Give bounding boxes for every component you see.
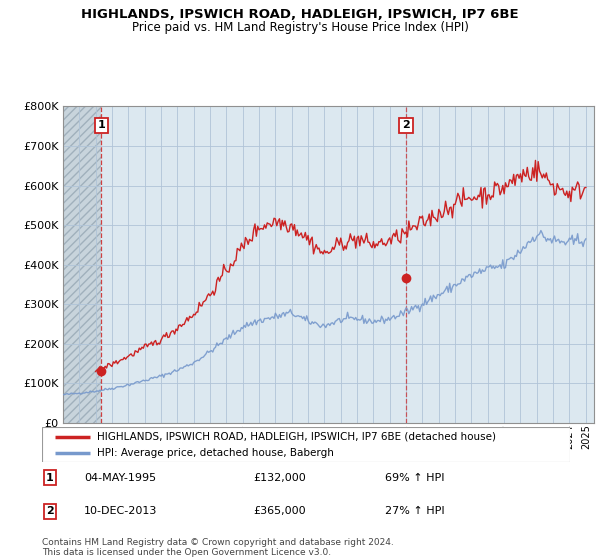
Text: HPI: Average price, detached house, Babergh: HPI: Average price, detached house, Babe… bbox=[97, 447, 334, 458]
Text: 04-MAY-1995: 04-MAY-1995 bbox=[84, 473, 157, 483]
Text: HIGHLANDS, IPSWICH ROAD, HADLEIGH, IPSWICH, IP7 6BE (detached house): HIGHLANDS, IPSWICH ROAD, HADLEIGH, IPSWI… bbox=[97, 432, 496, 442]
Text: Price paid vs. HM Land Registry's House Price Index (HPI): Price paid vs. HM Land Registry's House … bbox=[131, 21, 469, 34]
FancyBboxPatch shape bbox=[42, 427, 570, 462]
Text: £365,000: £365,000 bbox=[253, 506, 306, 516]
Text: 1: 1 bbox=[46, 473, 54, 483]
Text: Contains HM Land Registry data © Crown copyright and database right 2024.
This d: Contains HM Land Registry data © Crown c… bbox=[42, 538, 394, 557]
Text: 27% ↑ HPI: 27% ↑ HPI bbox=[385, 506, 445, 516]
Text: £132,000: £132,000 bbox=[253, 473, 306, 483]
Text: 2: 2 bbox=[46, 506, 54, 516]
Text: 69% ↑ HPI: 69% ↑ HPI bbox=[385, 473, 445, 483]
Polygon shape bbox=[63, 106, 101, 423]
Text: 1: 1 bbox=[98, 120, 105, 130]
Text: HIGHLANDS, IPSWICH ROAD, HADLEIGH, IPSWICH, IP7 6BE: HIGHLANDS, IPSWICH ROAD, HADLEIGH, IPSWI… bbox=[81, 8, 519, 21]
Text: 10-DEC-2013: 10-DEC-2013 bbox=[84, 506, 158, 516]
Text: 2: 2 bbox=[402, 120, 410, 130]
